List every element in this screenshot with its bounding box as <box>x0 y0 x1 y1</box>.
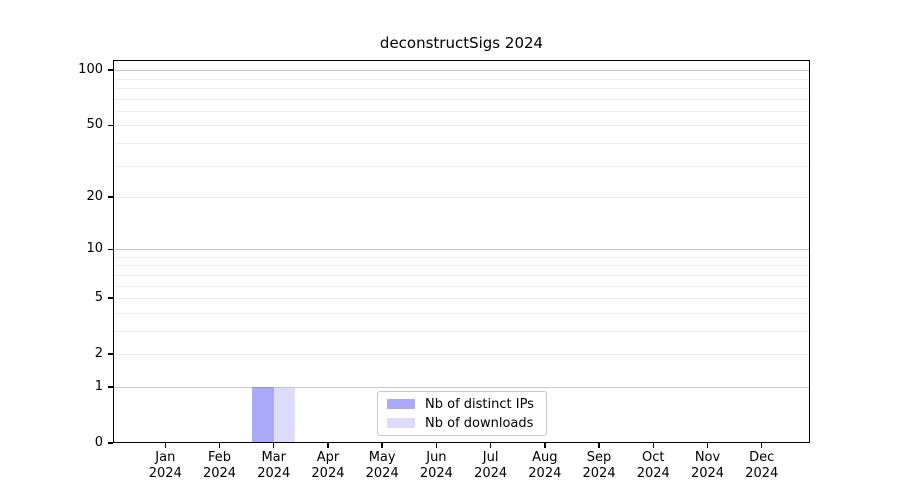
y-tick-label: 10 <box>86 241 103 257</box>
y-tick-mark <box>108 442 113 444</box>
plot-frame <box>113 60 810 443</box>
x-tick-label-jan: Jan 2024 <box>148 450 182 481</box>
y-tick-label: 0 <box>94 435 103 450</box>
gridline-minor <box>113 312 810 314</box>
legend-entry-distinct-ips: Nb of distinct IPs <box>387 397 546 412</box>
gridline-minor <box>113 285 810 287</box>
x-tick-mark <box>760 443 763 448</box>
gridline-minor <box>113 298 810 300</box>
bar-mar-downloads <box>273 386 296 443</box>
y-tick-label: 5 <box>94 290 103 306</box>
bar-mar-distinct-ips <box>252 386 274 443</box>
x-tick-label-jun: Jun 2024 <box>419 450 453 481</box>
gridline-major <box>113 249 810 251</box>
gridline-minor <box>113 142 810 144</box>
x-tick-mark <box>272 443 275 448</box>
legend-label: Nb of downloads <box>425 415 534 431</box>
x-tick-label-apr: Apr 2024 <box>311 450 345 481</box>
gridline-minor <box>113 78 810 80</box>
gridline-minor <box>113 330 810 332</box>
x-tick-mark <box>164 443 167 448</box>
y-tick-mark <box>108 69 113 71</box>
legend-swatch-distinct-ips <box>387 399 415 409</box>
x-tick-label-dec: Dec 2024 <box>745 450 779 481</box>
x-tick-label-feb: Feb 2024 <box>202 450 237 481</box>
gridline-minor <box>113 87 810 89</box>
chart-title: deconstructSigs 2024 <box>379 34 544 52</box>
gridline-minor <box>113 125 810 127</box>
x-tick-mark <box>489 443 492 448</box>
gridline-minor <box>113 98 810 100</box>
x-tick-label-aug: Aug 2024 <box>528 450 562 481</box>
y-tick-label: 100 <box>78 62 103 78</box>
y-tick-mark <box>108 248 113 250</box>
gridline-minor <box>113 197 810 198</box>
x-tick-label-mar: Mar 2024 <box>257 450 291 481</box>
y-tick-label: 1 <box>94 378 103 394</box>
x-tick-label-sep: Sep 2024 <box>582 450 616 481</box>
x-tick-mark <box>652 443 655 448</box>
legend-label: Nb of distinct IPs <box>425 396 534 412</box>
x-tick-mark <box>435 443 438 448</box>
x-tick-mark <box>218 443 221 448</box>
y-tick-mark <box>108 196 113 198</box>
legend: Nb of distinct IPs Nb of downloads <box>377 391 547 436</box>
x-tick-label-may: May 2024 <box>365 450 399 481</box>
legend-swatch-downloads <box>387 418 415 428</box>
legend-entry-downloads: Nb of downloads <box>387 416 546 431</box>
x-tick-label-jul: Jul 2024 <box>474 450 508 481</box>
x-tick-label-oct: Oct 2024 <box>636 450 670 481</box>
x-tick-mark <box>327 443 329 448</box>
x-tick-mark <box>381 443 383 448</box>
gridline-minor <box>113 256 810 258</box>
y-tick-mark <box>108 124 113 127</box>
plot-area <box>113 60 810 443</box>
gridline-minor <box>113 165 810 167</box>
y-tick-mark <box>108 353 113 355</box>
x-tick-mark <box>706 443 709 448</box>
gridline-minor <box>113 274 810 276</box>
gridline-major <box>113 70 810 72</box>
gridline-major <box>113 386 810 388</box>
x-tick-label-nov: Nov 2024 <box>690 450 725 481</box>
y-tick-label: 50 <box>86 117 103 133</box>
x-tick-mark <box>544 443 546 448</box>
gridline-minor <box>113 110 810 112</box>
y-tick-label: 20 <box>86 189 103 204</box>
y-tick-label: 2 <box>94 346 103 362</box>
y-tick-mark <box>108 386 113 388</box>
y-tick-mark <box>108 297 113 299</box>
gridline-minor <box>113 354 810 356</box>
gridline-minor <box>113 265 810 267</box>
x-tick-mark <box>598 443 600 448</box>
